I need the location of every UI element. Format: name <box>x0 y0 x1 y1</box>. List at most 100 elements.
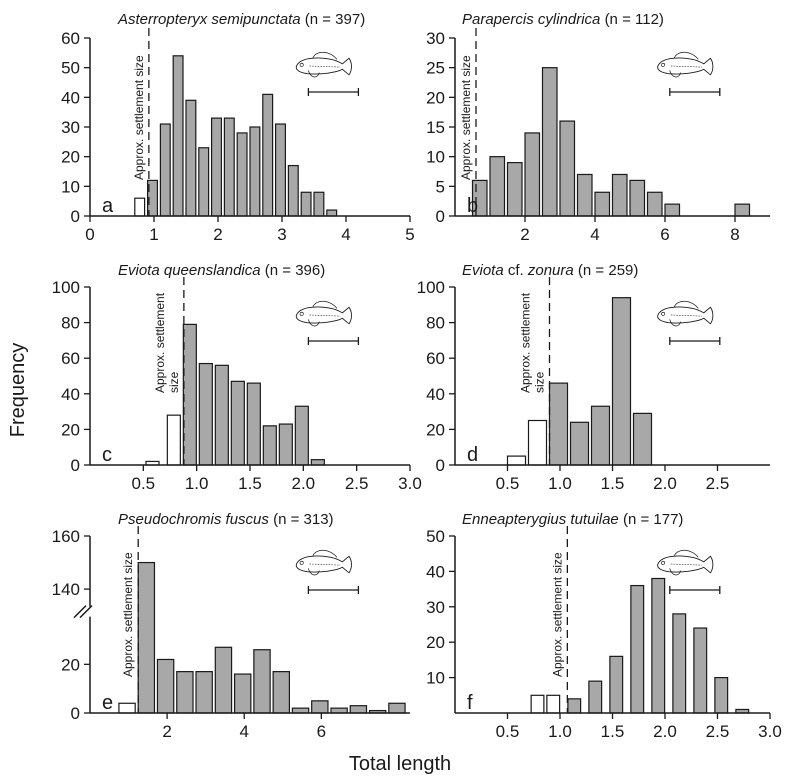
species-name: Pseudochromis fuscus <box>118 511 273 528</box>
settled-bar <box>541 67 558 217</box>
fish-eye <box>299 560 304 565</box>
y-tick-label: 30 <box>61 118 80 137</box>
y-tick-label: 30 <box>426 598 445 617</box>
settled-bar <box>214 364 229 466</box>
chart-panel-b: 0 5 10 15 20 25 30 2 4 6 8 Approx. settlement size b… <box>426 11 770 244</box>
settled-bar <box>630 584 645 714</box>
panel-letter: f <box>467 692 473 714</box>
settled-bar <box>253 649 271 714</box>
y-tick-label: 10 <box>426 148 445 167</box>
y-tick-label: 25 <box>426 59 445 78</box>
x-tick-label: 1 <box>149 225 158 244</box>
x-tick-label: 8 <box>730 225 739 244</box>
y-tick-label: 5 <box>436 177 445 196</box>
y-tick-label: 0 <box>436 456 445 475</box>
x-tick-label: 3.0 <box>398 474 422 493</box>
settled-bar <box>262 425 277 466</box>
settled-bar <box>524 132 541 217</box>
y-tick-label: 60 <box>61 29 80 48</box>
settled-bar <box>388 702 406 714</box>
fish-lateral-line <box>670 563 702 566</box>
settled-bar <box>159 123 171 217</box>
presettlement-bar <box>166 414 181 466</box>
x-tick-label: 3 <box>277 225 286 244</box>
axis-break-mark <box>79 605 93 619</box>
settled-bar <box>664 203 681 217</box>
settled-bar <box>182 323 197 466</box>
y-axis-title: Frequency <box>7 343 29 438</box>
settled-bar <box>185 99 197 217</box>
presettlement-bar <box>546 694 561 714</box>
settled-bar <box>734 203 751 217</box>
species-name: Eviota queenslandica <box>118 262 265 279</box>
x-tick-label: 0 <box>85 225 94 244</box>
fish-fin <box>312 300 338 309</box>
settled-bar <box>632 412 653 466</box>
settled-bar <box>214 646 233 714</box>
y-tick-label: 80 <box>61 314 80 333</box>
settled-bar <box>278 423 293 466</box>
y-tick-label: 100 <box>417 278 445 297</box>
sample-size: (n = 259) <box>578 262 638 279</box>
species-name: Parapercis cylindrica <box>462 11 605 28</box>
settled-bar <box>349 705 368 714</box>
presettlement-bar <box>118 702 136 714</box>
sample-size: (n = 313) <box>273 511 333 528</box>
x-tick-label: 0.5 <box>496 722 520 741</box>
settled-bar <box>198 147 210 217</box>
fish-eye <box>299 62 304 67</box>
fish-eye <box>299 311 304 316</box>
panel-letter: e <box>102 692 113 714</box>
x-tick-label: 2 <box>213 225 222 244</box>
species-name: Enneapterygius tutuilae <box>462 511 623 528</box>
x-tick-label: 4 <box>341 225 350 244</box>
x-tick-label: 0.5 <box>496 474 520 493</box>
settlement-label: Approx. settlement <box>519 292 533 393</box>
fish-lateral-line <box>670 65 702 68</box>
fish-eye <box>661 62 666 67</box>
settled-bar <box>672 613 687 714</box>
x-tick-label: 2.0 <box>653 722 677 741</box>
settled-bar <box>300 191 312 217</box>
settled-bar <box>294 405 309 466</box>
settled-bar <box>211 117 223 217</box>
settled-bar <box>651 577 666 714</box>
settled-bar <box>506 162 523 217</box>
fish-lateral-line <box>309 65 341 68</box>
y-tick-label: 20 <box>61 148 80 167</box>
settled-bar <box>310 459 325 466</box>
y-tick-label: 0 <box>436 207 445 226</box>
settled-bar <box>313 191 325 217</box>
axis-break-mark <box>73 605 87 619</box>
y-tick-label: 0 <box>71 456 80 475</box>
settled-bar <box>137 561 156 714</box>
settled-bar <box>611 297 632 466</box>
settled-bar <box>588 680 603 714</box>
y-tick-label: 20 <box>426 420 445 439</box>
x-tick-label: 1.5 <box>238 474 262 493</box>
x-axis-title: Total length <box>349 753 451 775</box>
x-tick-label: 4 <box>590 225 599 244</box>
y-tick-label: 10 <box>61 177 80 196</box>
settlement-label: Approx. settlement size <box>459 55 473 180</box>
chart-panel-c: 0 20 40 60 80 100 0.5 1.0 1.5 2.0 2.5 3.0 Approx. se… <box>52 262 422 493</box>
x-tick-label: 1.0 <box>548 722 572 741</box>
presettlement-bar <box>527 419 548 466</box>
y-tick-label: 60 <box>61 349 80 368</box>
fish-fin <box>307 319 320 327</box>
y-tick-label: 50 <box>61 59 80 78</box>
x-tick-label: 2 <box>162 722 171 741</box>
panel-title: Asterropteryx semipunctata (n = 397) <box>117 11 365 28</box>
fish-fin <box>673 549 699 558</box>
species-name: zonura <box>527 262 578 279</box>
settled-bar <box>559 120 576 217</box>
panel-title: Enneapterygius tutuilae (n = 177) <box>462 511 683 528</box>
y-tick-label: 20 <box>61 420 80 439</box>
panel-letter: a <box>102 195 114 217</box>
x-tick-label: 4 <box>239 722 248 741</box>
y-tick-label: 80 <box>426 314 445 333</box>
y-tick-label: 15 <box>426 118 445 137</box>
x-tick-label: 2.5 <box>345 474 369 493</box>
